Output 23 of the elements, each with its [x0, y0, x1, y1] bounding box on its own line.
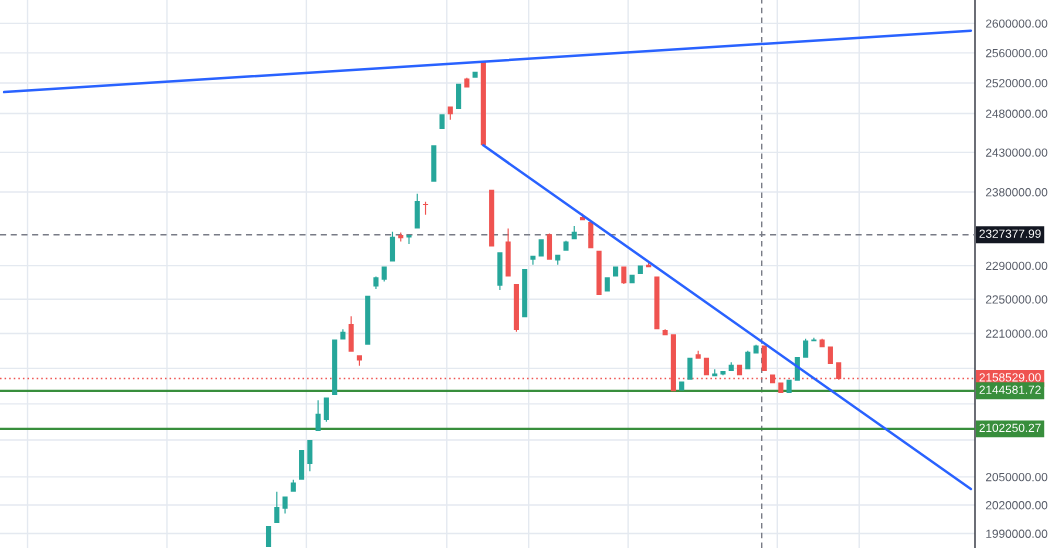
y-tick-label: 2560000.00: [986, 48, 1048, 58]
candlestick: [530, 255, 536, 265]
candlestick: [695, 350, 701, 359]
y-tick-label: 2600000.00: [986, 19, 1048, 28]
y-tick-label: 2210000.00: [986, 329, 1048, 338]
y-tick-label: 2480000.00: [986, 109, 1048, 118]
candlestick: [439, 114, 445, 129]
candlestick: [406, 235, 412, 245]
y-tick-label: 2430000.00: [986, 148, 1048, 157]
y-tick-label: 2380000.00: [986, 188, 1048, 197]
y-tick-label: 2520000.00: [986, 79, 1048, 88]
y-tick-label: 2290000.00: [986, 261, 1048, 271]
y-tick-label: 1990000.00: [986, 529, 1048, 538]
y-tick-label: 2250000.00: [986, 295, 1048, 304]
candlestick: [373, 276, 379, 290]
ref-line-label: 2158529.00: [979, 373, 1041, 382]
candlestick: [563, 240, 569, 251]
ref-line-label: 2144581.72: [979, 385, 1041, 394]
candlestick: [596, 250, 602, 295]
y-tick-label: 2050000.00: [986, 472, 1048, 482]
y-tick-label: 2020000.00: [986, 501, 1048, 510]
ref-line-label: 2327377.99: [979, 229, 1041, 238]
ref-line-label: 2102250.27: [979, 423, 1041, 433]
